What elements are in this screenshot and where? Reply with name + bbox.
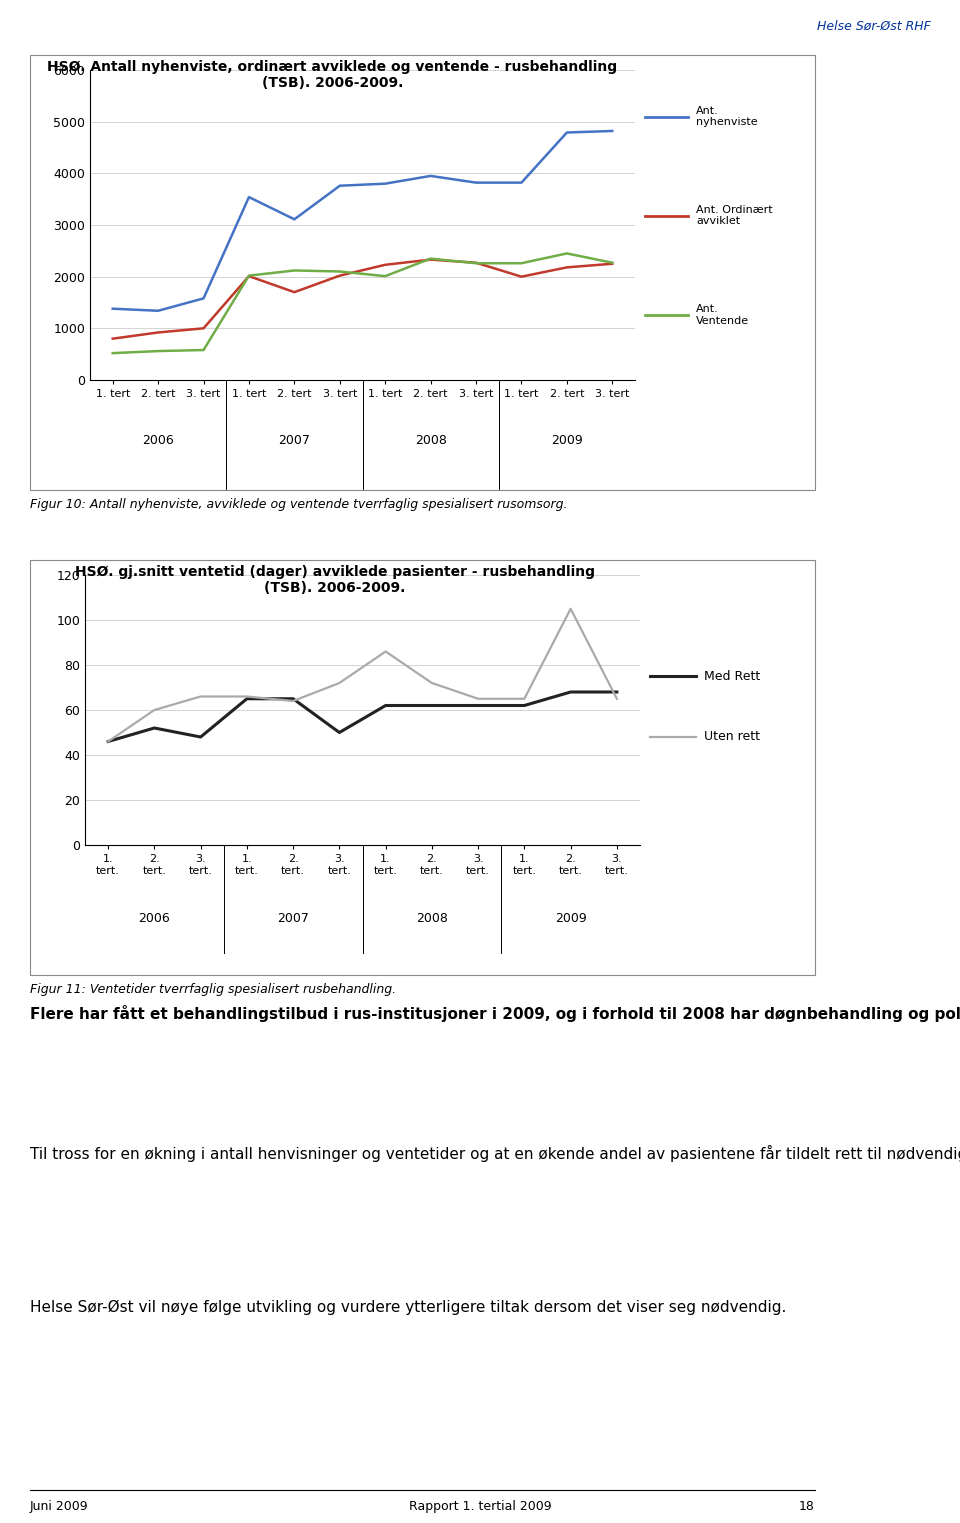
Text: 2008: 2008 [416,912,447,926]
Text: Helse Sør-Øst vil nøye følge utvikling og vurdere ytterligere tiltak dersom det : Helse Sør-Øst vil nøye følge utvikling o… [30,1301,786,1316]
Text: Til tross for en økning i antall henvisninger og ventetider og at en økende ande: Til tross for en økning i antall henvisn… [30,1145,960,1162]
Text: 2009: 2009 [551,434,583,448]
Text: Figur 11: Ventetider tverrfaglig spesialisert rusbehandling.: Figur 11: Ventetider tverrfaglig spesial… [30,982,396,996]
Text: Uten rett: Uten rett [705,731,760,743]
Text: Ant. Ordinært
avviklet: Ant. Ordinært avviklet [696,206,773,227]
Text: Flere har fått et behandlingstilbud i rus-institusjoner i 2009, og i forhold til: Flere har fått et behandlingstilbud i ru… [30,1005,960,1022]
Text: Rapport 1. tertial 2009: Rapport 1. tertial 2009 [409,1500,551,1512]
Text: HSØ. gj.snitt ventetid (dager) avviklede pasienter - rusbehandling
(TSB). 2006-2: HSØ. gj.snitt ventetid (dager) avviklede… [75,565,595,595]
Text: Med Rett: Med Rett [705,670,760,682]
Text: 2007: 2007 [278,434,310,448]
Text: Figur 10: Antall nyhenviste, avviklede og ventende tverrfaglig spesialisert ruso: Figur 10: Antall nyhenviste, avviklede o… [30,498,567,512]
Text: 2008: 2008 [415,434,446,448]
Text: 2007: 2007 [277,912,309,926]
Text: 2009: 2009 [555,912,587,926]
Text: Ant.
nyhenviste: Ant. nyhenviste [696,105,757,128]
Text: 18: 18 [799,1500,815,1512]
Text: HSØ. Antall nyhenviste, ordinært avviklede og ventende - rusbehandling
(TSB). 20: HSØ. Antall nyhenviste, ordinært avvikle… [47,59,617,90]
Text: Juni 2009: Juni 2009 [30,1500,88,1512]
Text: 2006: 2006 [138,912,170,926]
Text: Ant.
Ventende: Ant. Ventende [696,305,749,326]
Text: Helse Sør-Øst RHF: Helse Sør-Øst RHF [817,20,931,34]
Text: 2006: 2006 [142,434,174,448]
